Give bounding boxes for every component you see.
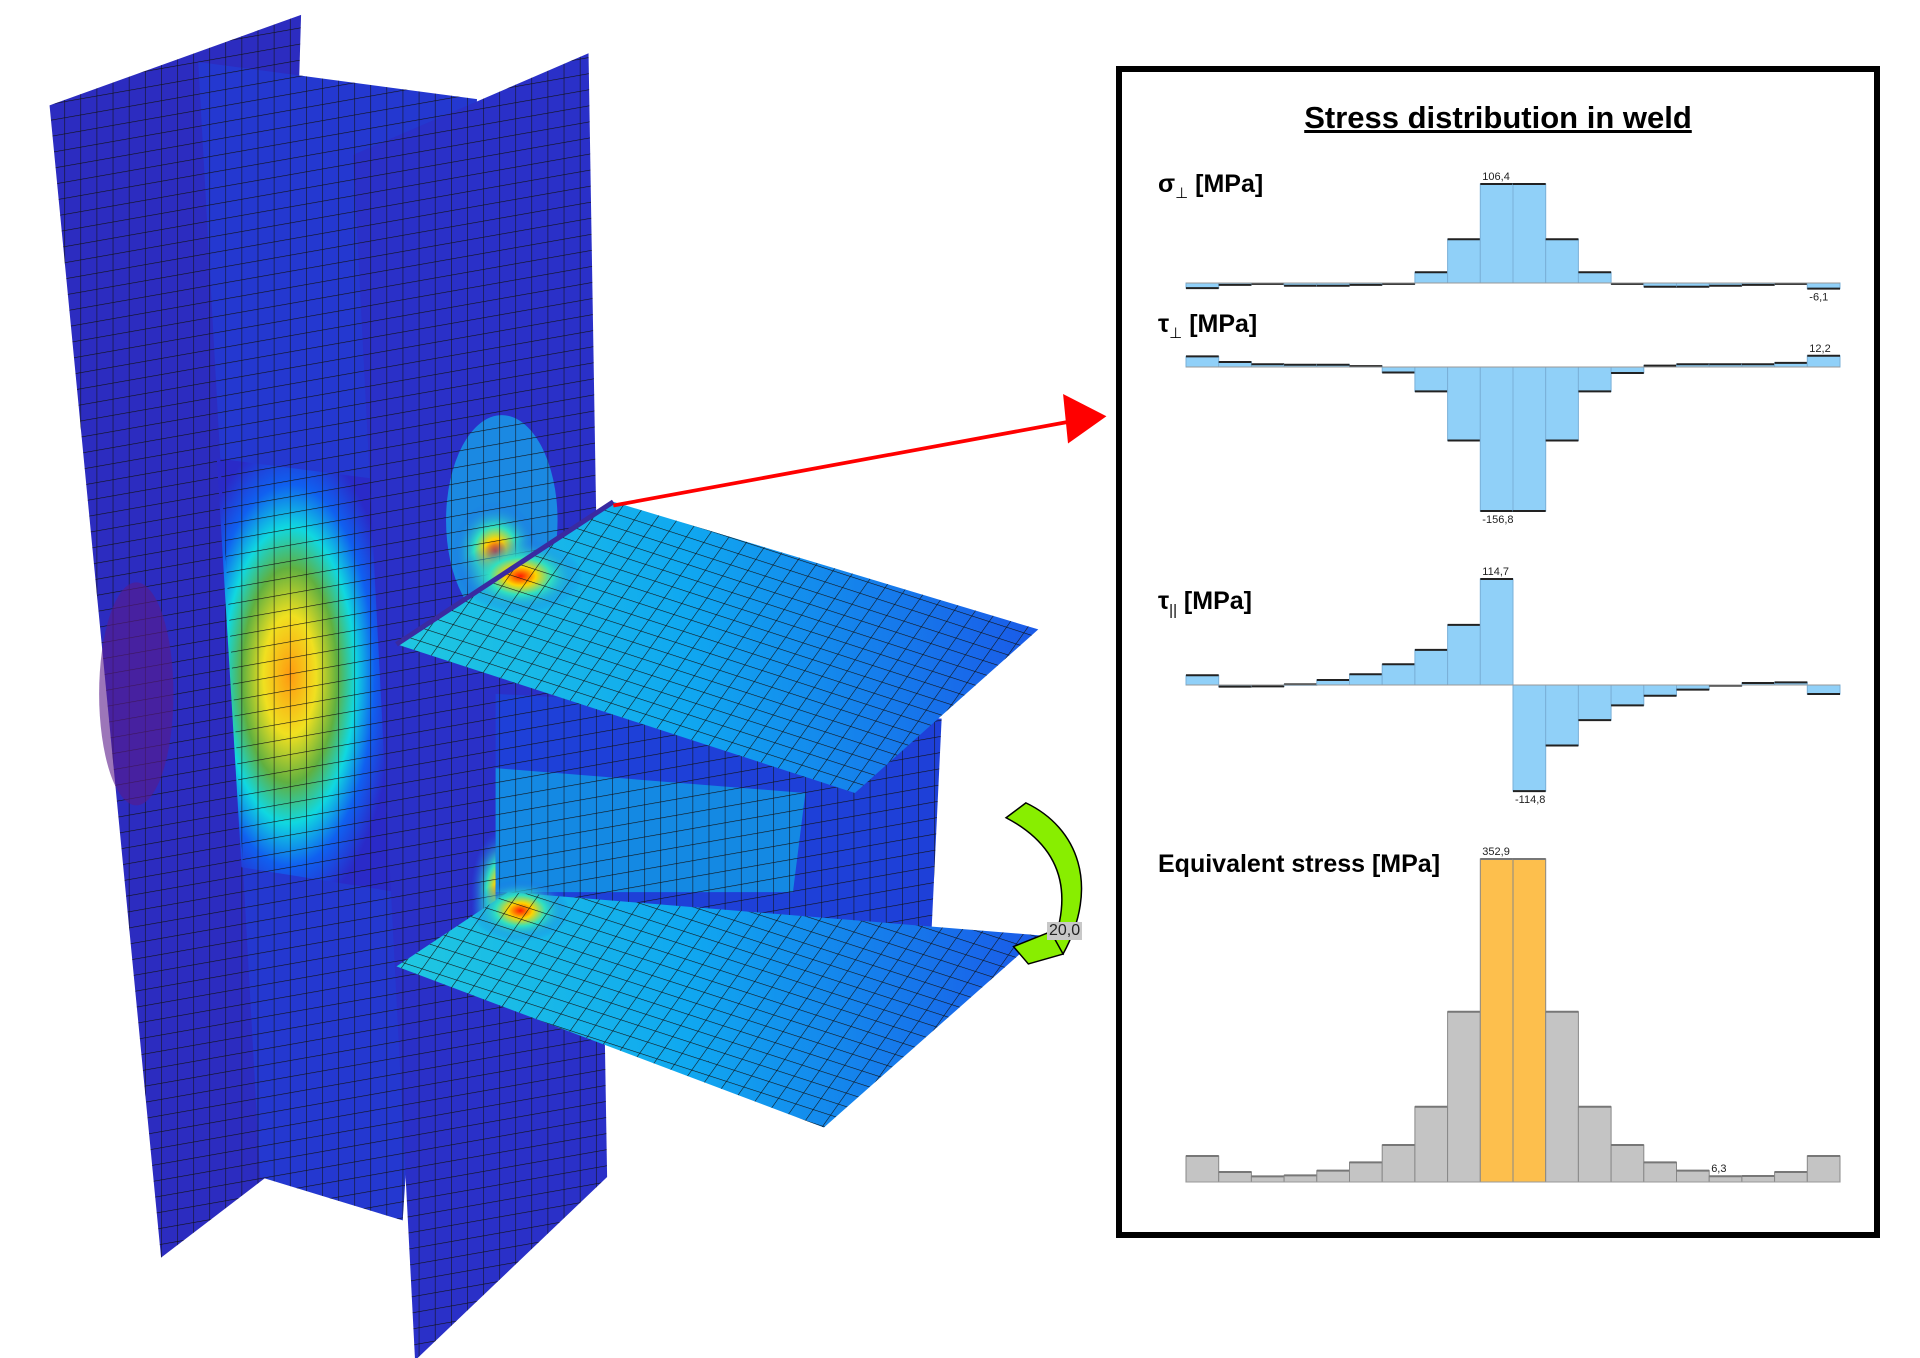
chart3-bar-8: [1447, 1011, 1481, 1183]
chart3-bar-0: [1185, 1155, 1220, 1183]
chart2-bar-0: [1185, 674, 1220, 686]
chart2-bar-7: [1414, 649, 1449, 686]
chart3-bar-5: [1349, 1161, 1383, 1183]
chart2-bar-9: [1479, 578, 1514, 686]
equivalent-stress-label: Equivalent stress [MPa]: [1158, 850, 1441, 878]
chart3-bar-7: [1414, 1106, 1449, 1183]
chart1-bar-11: [1545, 366, 1579, 441]
weld-callout-arrow: [612, 394, 1107, 508]
chart2-bar-8: [1447, 624, 1481, 686]
chart1-bar-0: [1185, 355, 1220, 368]
panel-title: Stress distribution in weld: [1304, 100, 1692, 135]
chart1-value-label-0: -156,8: [1482, 514, 1513, 526]
chart1-value-label-1: 12,2: [1809, 343, 1830, 355]
chart2-bar-19: [1806, 684, 1841, 695]
chart1-bar-10: [1512, 366, 1547, 512]
chart3-bar-12: [1577, 1106, 1612, 1183]
chart1-bar-9: [1479, 366, 1514, 512]
chart3-bar-13: [1610, 1144, 1645, 1183]
chart3-bar-4: [1316, 1170, 1351, 1183]
chart2-bar-6: [1381, 663, 1416, 686]
chart0-value-label-0: 106,4: [1482, 171, 1510, 183]
stress-distribution-panel: Stress distribution in weld σ⊥ [MPa] τ⊥ …: [1116, 66, 1880, 1238]
chart1-bar-8: [1447, 366, 1481, 441]
sigma-perp-label: σ⊥ [MPa]: [1158, 170, 1264, 202]
chart1-bar-7: [1414, 366, 1449, 392]
tau-parallel-label: τ|| [MPa]: [1158, 587, 1252, 619]
chart2-value-label-0: 114,7: [1482, 566, 1509, 578]
chart3-bar-3: [1283, 1174, 1318, 1183]
chart0-bar-12: [1577, 271, 1612, 284]
weld-stress-charts: 106,4 -6,1 -156,8 12,2 114,7 -114,8 352,9 6,3: [1185, 171, 1841, 1183]
chart1-bar-12: [1577, 366, 1612, 392]
chart3-bar-11: [1545, 1011, 1579, 1183]
chart2-bar-13: [1610, 684, 1645, 706]
chart0-bar-7: [1414, 271, 1449, 284]
chart0-value-label-1: -6,1: [1809, 292, 1828, 304]
chart3-bar-15: [1676, 1170, 1710, 1183]
chart3-value-label-0: 352,9: [1482, 846, 1510, 858]
chart3-bar-6: [1381, 1144, 1416, 1183]
chart2-bar-14: [1643, 684, 1677, 697]
chart3-bar-14: [1643, 1161, 1677, 1183]
moment-value-label: 20,0: [1047, 922, 1083, 940]
chart2-bar-5: [1349, 673, 1383, 686]
chart3-bar-1: [1218, 1171, 1252, 1183]
chart3-bar-18: [1774, 1171, 1808, 1183]
chart2-bar-11: [1545, 684, 1579, 747]
chart2-bar-12: [1577, 684, 1612, 721]
chart3-value-label-1: 6,3: [1711, 1163, 1726, 1175]
chart3-bar-9: [1479, 858, 1514, 1183]
chart2-value-label-1: -114,8: [1515, 794, 1545, 806]
chart3-bar-10: [1512, 858, 1547, 1183]
chart0-bar-8: [1447, 238, 1481, 284]
tau-perp-label: τ⊥ [MPa]: [1158, 310, 1258, 342]
chart0-bar-11: [1545, 238, 1579, 284]
chart3-bar-19: [1806, 1155, 1841, 1183]
chart0-bar-9: [1479, 183, 1514, 284]
chart1-bar-19: [1806, 355, 1841, 368]
chart2-bar-10: [1512, 684, 1547, 792]
chart0-bar-10: [1512, 183, 1547, 284]
